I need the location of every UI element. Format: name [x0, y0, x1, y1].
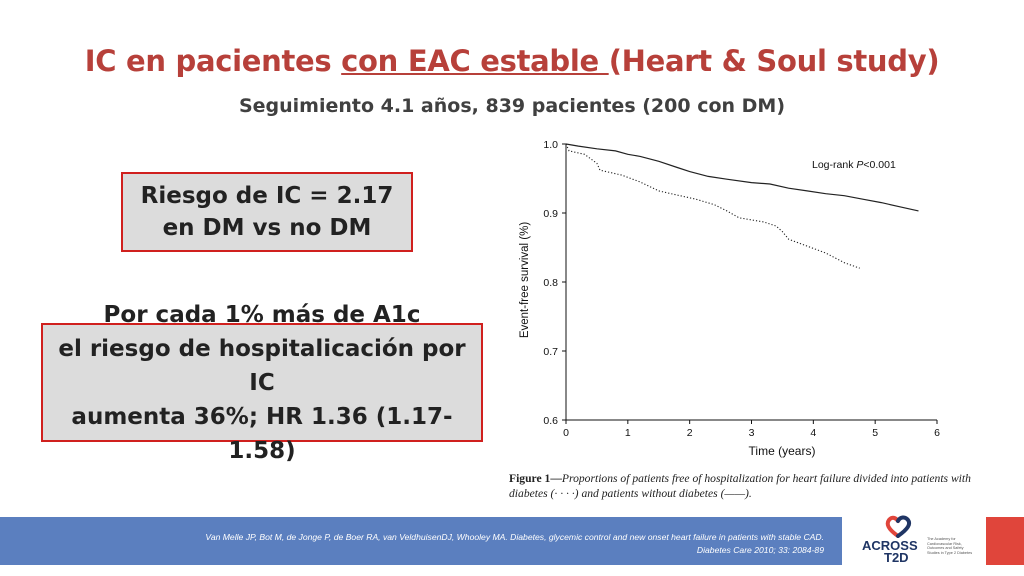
risk-summary-line-1: Riesgo de IC = 2.17: [140, 183, 394, 209]
reference-journal: Diabetes Care 2010; 33: 2084-89: [696, 545, 824, 555]
a1c-risk-line-1: Por cada 1% más de A1c: [103, 301, 421, 328]
y-axis-label: Event-free survival (%): [519, 222, 531, 338]
logo-tagline: The Academy for Cardiovascular Risk, Out…: [927, 537, 973, 555]
y-tick-label: 0.9: [543, 208, 558, 220]
title-part-1: IC en pacientes: [84, 44, 342, 78]
survival-chart: 0.6 0.7 0.8 0.9 1.0 0 1 2 3 4 5 6 Event-free survi…: [519, 139, 940, 458]
chart-axes: [565, 144, 937, 421]
y-tick-label: 1.0: [543, 139, 558, 151]
x-axis-ticks: 0 1 2 3 4 5 6: [563, 420, 940, 439]
title-part-2: (Heart & Soul study): [608, 44, 940, 78]
heart-logo-icon: [885, 515, 912, 538]
corner-accent: [986, 517, 1024, 565]
log-rank-annotation: Log-rank P<0.001: [812, 159, 896, 171]
x-tick-label: 3: [749, 427, 755, 439]
series-line-without-diabetes: [565, 143, 919, 212]
x-tick-label: 1: [625, 427, 631, 439]
y-tick-label: 0.8: [543, 277, 558, 289]
footer-bar: Van Melle JP, Bot M, de Jonge P, de Boer…: [0, 517, 842, 565]
y-axis-ticks: 0.6 0.7 0.8 0.9 1.0: [543, 139, 566, 427]
x-tick-label: 4: [810, 427, 816, 439]
across-t2d-logo: ACROSS T2D The Academy for Cardiovascula…: [858, 512, 976, 568]
a1c-risk-box: Por cada 1% más de A1c el riesgo de hosp…: [41, 302, 483, 464]
reference-citation: Van Melle JP, Bot M, de Jonge P, de Boer…: [205, 532, 824, 542]
y-tick-label: 0.6: [543, 415, 558, 427]
slide-title: IC en pacientes con EAC estable (Heart &…: [0, 44, 1024, 78]
x-tick-label: 6: [934, 427, 940, 439]
x-tick-label: 0: [563, 427, 569, 439]
a1c-risk-line-3: aumenta 36%; HR 1.36 (1.17-1.58): [71, 403, 453, 464]
logo-wordmark: ACROSS T2D: [862, 538, 918, 565]
y-tick-label: 0.7: [543, 346, 558, 358]
risk-summary-box: Riesgo de IC = 2.17 en DM vs no DM: [121, 172, 413, 252]
title-underlined: con EAC estable: [341, 44, 609, 78]
x-axis-label: Time (years): [749, 444, 816, 458]
chart-series: [565, 143, 919, 269]
x-tick-label: 5: [872, 427, 878, 439]
caption-label: Figure 1—: [509, 472, 562, 485]
risk-summary-line-2: en DM vs no DM: [162, 215, 372, 241]
figure-caption: Figure 1—Proportions of patients free of…: [509, 471, 979, 501]
logo-name-top: ACROSS: [862, 538, 918, 553]
a1c-risk-line-2: el riesgo de hospitalicación por IC: [58, 335, 466, 396]
series-line-with-diabetes: [565, 143, 860, 269]
annotation-suffix: <0.001: [863, 159, 896, 171]
x-tick-label: 2: [687, 427, 693, 439]
annotation-p: P: [856, 159, 863, 171]
annotation-prefix: Log-rank: [812, 159, 856, 171]
slide-subtitle: Seguimiento 4.1 años, 839 pacientes (200…: [238, 95, 786, 117]
logo-name-bottom: T2D: [884, 550, 909, 565]
caption-text: Proportions of patients free of hospital…: [509, 472, 971, 500]
